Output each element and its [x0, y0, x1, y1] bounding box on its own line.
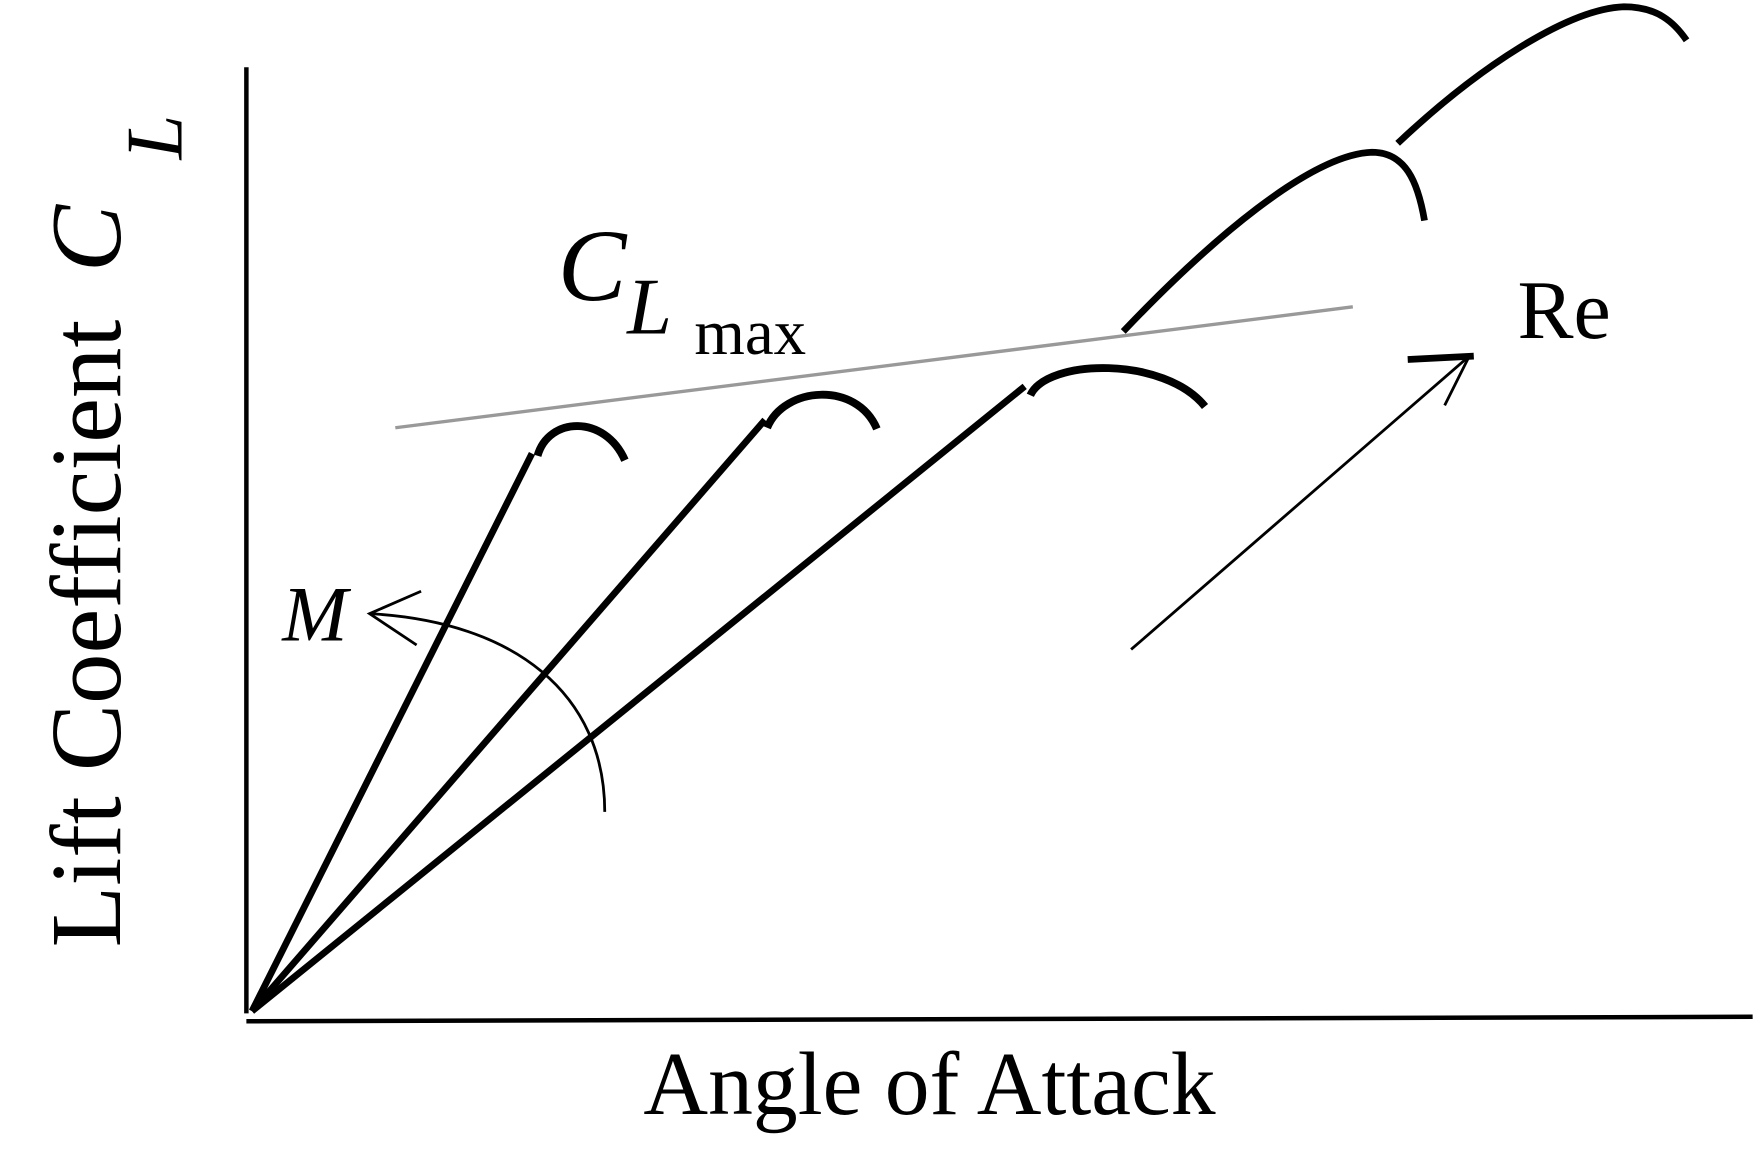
mach-label: M — [281, 571, 351, 658]
re-arrow — [1130, 355, 1471, 651]
y-axis-label: Lift Coefficient C L — [30, 115, 200, 948]
re-tick — [1407, 352, 1474, 363]
mach-arrowhead — [366, 589, 422, 647]
mach-arc — [369, 612, 607, 812]
stall-curve — [1395, 3, 1690, 146]
y-label-subscript: L — [110, 115, 199, 161]
lift-line — [249, 417, 768, 1014]
stall-curve — [533, 422, 629, 462]
stall-curve — [1026, 364, 1209, 410]
stall-curve — [763, 390, 881, 431]
x-axis-label: Angle of Attack — [643, 1035, 1215, 1134]
y-label-symbol: C — [30, 203, 142, 272]
stall-curve — [1120, 148, 1428, 334]
re-label: Re — [1517, 264, 1610, 357]
clmax-label: C L max — [558, 209, 806, 369]
clmax-symbol: C — [558, 209, 628, 323]
clmax-subscript: L — [626, 263, 672, 352]
lift-curves — [248, 3, 1690, 1014]
clmax-suffix: max — [694, 297, 806, 369]
x-axis — [246, 1014, 1753, 1024]
y-label-text: Lift Coefficient — [30, 320, 142, 948]
lift-line — [248, 452, 535, 1013]
clmax-trend-line — [395, 305, 1354, 430]
lift-line — [249, 383, 1027, 1014]
